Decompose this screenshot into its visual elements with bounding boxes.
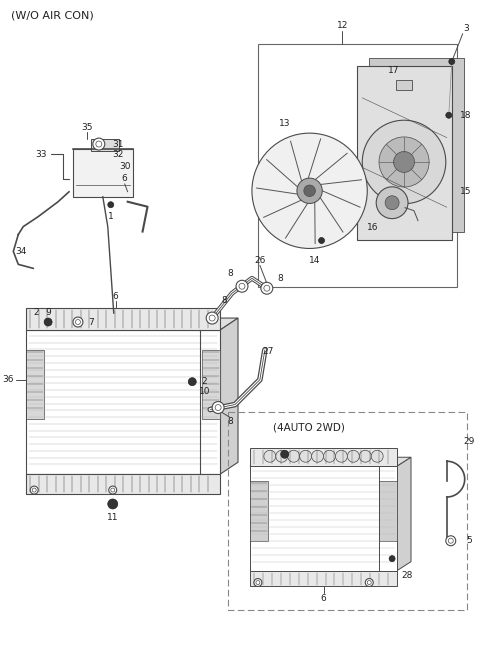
Bar	[396, 81, 412, 91]
Circle shape	[360, 450, 371, 462]
Text: 3: 3	[463, 24, 468, 33]
Polygon shape	[369, 58, 464, 232]
Bar	[26, 308, 220, 330]
Bar	[26, 350, 44, 419]
Text: 6: 6	[122, 174, 128, 184]
Bar	[250, 571, 397, 586]
Text: 36: 36	[2, 375, 14, 384]
Circle shape	[252, 133, 367, 249]
Text: 29: 29	[463, 437, 474, 446]
Bar	[26, 474, 220, 494]
Circle shape	[379, 137, 429, 187]
Circle shape	[254, 579, 262, 586]
Circle shape	[449, 58, 455, 64]
Bar	[250, 481, 268, 541]
Circle shape	[336, 450, 348, 462]
Bar	[379, 481, 397, 541]
Polygon shape	[26, 318, 238, 330]
Text: (W/O AIR CON): (W/O AIR CON)	[12, 10, 94, 21]
Text: 27: 27	[262, 348, 274, 356]
Text: (4AUTO 2WD): (4AUTO 2WD)	[273, 422, 345, 432]
Circle shape	[389, 556, 395, 562]
Bar	[202, 350, 220, 419]
Circle shape	[319, 237, 324, 243]
Text: 18: 18	[460, 111, 471, 120]
Text: 15: 15	[460, 188, 471, 196]
Circle shape	[385, 195, 399, 210]
Polygon shape	[91, 139, 119, 151]
Circle shape	[276, 450, 288, 462]
Text: 8: 8	[221, 296, 227, 304]
Circle shape	[324, 450, 336, 462]
Text: 8: 8	[227, 269, 233, 278]
Text: 2: 2	[34, 308, 39, 317]
Text: 12: 12	[336, 21, 348, 30]
Text: 6: 6	[113, 292, 119, 300]
Text: 34: 34	[15, 247, 27, 256]
Circle shape	[281, 450, 288, 459]
Text: 33: 33	[36, 150, 47, 159]
Circle shape	[371, 450, 383, 462]
Bar	[357, 66, 452, 239]
Circle shape	[312, 450, 324, 462]
Bar	[250, 466, 397, 571]
Bar	[258, 44, 457, 287]
Polygon shape	[250, 457, 411, 466]
Text: 8: 8	[227, 417, 233, 426]
Circle shape	[264, 450, 276, 462]
Text: 28: 28	[401, 571, 413, 580]
Text: 10: 10	[198, 387, 210, 396]
Bar	[26, 330, 220, 474]
Circle shape	[348, 450, 360, 462]
Text: 6: 6	[321, 594, 326, 603]
Text: 26: 26	[254, 256, 265, 265]
Text: 17: 17	[388, 66, 400, 75]
Circle shape	[288, 450, 300, 462]
Text: 14: 14	[309, 256, 320, 265]
Text: 32: 32	[112, 150, 123, 159]
Text: 8: 8	[277, 274, 283, 283]
Circle shape	[109, 486, 117, 494]
Circle shape	[30, 486, 38, 494]
Text: 7: 7	[88, 318, 94, 327]
Circle shape	[365, 579, 373, 586]
Circle shape	[206, 312, 218, 324]
Circle shape	[212, 401, 224, 413]
Circle shape	[446, 112, 452, 118]
Circle shape	[297, 178, 322, 203]
Text: 9: 9	[45, 308, 51, 317]
Text: 35: 35	[81, 123, 93, 132]
Text: 5: 5	[466, 536, 471, 545]
Circle shape	[376, 187, 408, 218]
Text: 13: 13	[279, 119, 290, 128]
Polygon shape	[220, 318, 238, 474]
Bar	[250, 448, 397, 466]
Circle shape	[300, 450, 312, 462]
Text: 2: 2	[202, 377, 207, 386]
Text: 16: 16	[367, 223, 378, 232]
Text: 1: 1	[108, 212, 114, 221]
Circle shape	[304, 185, 315, 197]
Circle shape	[236, 280, 248, 292]
Polygon shape	[397, 457, 411, 571]
Circle shape	[362, 120, 446, 204]
Circle shape	[188, 378, 196, 386]
Circle shape	[93, 138, 105, 150]
Circle shape	[108, 499, 118, 509]
Polygon shape	[73, 149, 132, 197]
Circle shape	[394, 152, 415, 173]
Circle shape	[108, 202, 114, 208]
Circle shape	[44, 318, 52, 326]
Circle shape	[446, 536, 456, 546]
Text: 11: 11	[107, 514, 119, 522]
Text: 31: 31	[112, 140, 123, 148]
Text: 30: 30	[119, 163, 131, 171]
Bar	[228, 411, 467, 610]
Circle shape	[73, 317, 83, 327]
Circle shape	[261, 282, 273, 294]
